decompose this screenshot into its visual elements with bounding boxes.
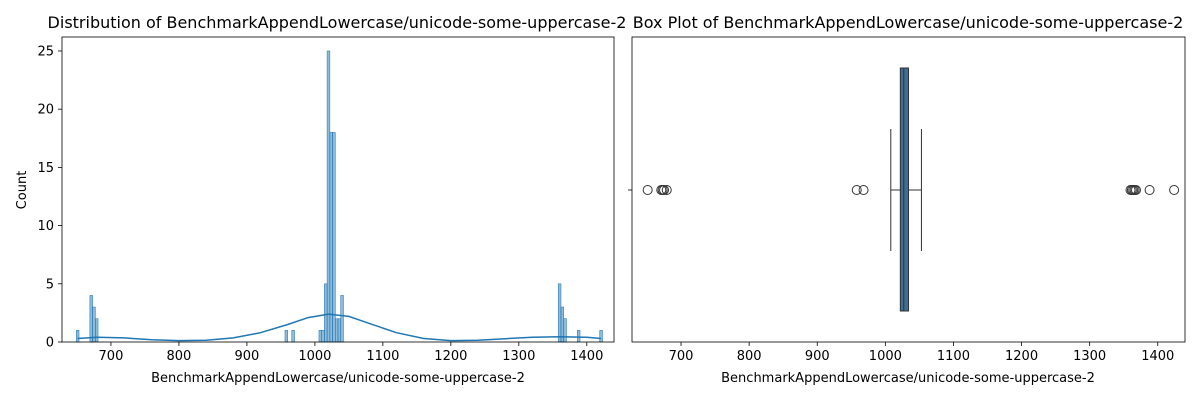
boxplot-outlier <box>642 185 653 195</box>
histogram-bars <box>75 50 603 343</box>
boxplot-outlier <box>851 185 862 195</box>
boxplot-outlier <box>661 185 672 195</box>
boxplot-outlier <box>1144 185 1155 195</box>
histogram-bar <box>326 50 331 343</box>
histogram-bar <box>329 132 333 343</box>
histogram-bar <box>284 330 288 343</box>
boxplot-x-tick-label: 900 <box>805 349 830 364</box>
boxplot-panel: Box Plot of BenchmarkAppendLowercase/uni… <box>628 13 1186 386</box>
histogram-y-tick-label: 20 <box>37 103 54 118</box>
boxplot-outlier <box>1130 185 1141 195</box>
histogram-bar <box>291 330 295 343</box>
histogram-x-tick-label: 800 <box>167 349 192 364</box>
histogram-bar <box>321 330 325 343</box>
histogram-y-tick-label: 15 <box>37 161 54 176</box>
boxplot-x-tick-label: 1400 <box>1141 349 1174 364</box>
histogram-bar <box>334 318 339 343</box>
histogram-bar <box>95 318 99 343</box>
histogram-x-tick-label: 1000 <box>298 349 331 364</box>
kde-curve <box>77 313 602 342</box>
boxplot-x-axis-label: BenchmarkAppendLowercase/unicode-some-up… <box>721 371 1095 386</box>
boxplot-x-tick-label: 800 <box>737 349 762 364</box>
histogram-y-tick-label: 0 <box>46 336 54 351</box>
histogram-x-ticks: 700 800 900 1000 1100 1200 1300 1400 <box>99 342 603 364</box>
histogram-x-axis-label: BenchmarkAppendLowercase/unicode-some-up… <box>151 371 525 386</box>
boxplot-x-tick-label: 1000 <box>869 349 902 364</box>
histogram-axes-frame <box>61 36 615 343</box>
boxplot-title: Box Plot of BenchmarkAppendLowercase/uni… <box>633 13 1184 32</box>
histogram-y-ticks: 0 5 10 15 20 25 <box>37 44 62 351</box>
histogram-bar <box>563 318 567 343</box>
histogram-bar <box>318 330 322 343</box>
boxplot-box <box>642 67 1180 312</box>
histogram-bar <box>337 318 342 343</box>
boxplot-outlier <box>858 185 869 195</box>
histogram-title: Distribution of BenchmarkAppendLowercase… <box>48 13 627 32</box>
histogram-y-tick-label: 25 <box>37 44 54 59</box>
histogram-x-tick-label: 700 <box>99 349 124 364</box>
histogram-x-tick-label: 900 <box>234 349 259 364</box>
histogram-x-tick-label: 1300 <box>502 349 535 364</box>
boxplot-x-ticks: 700 800 900 1000 1100 1200 1300 1400 <box>669 342 1174 364</box>
boxplot-x-tick-label: 700 <box>669 349 694 364</box>
histogram-bar <box>557 283 562 343</box>
histogram-bar <box>599 330 603 343</box>
histogram-bar <box>89 295 93 343</box>
histogram-bar <box>340 295 344 343</box>
boxplot-x-tick-label: 1200 <box>1005 349 1038 364</box>
histogram-bar <box>324 283 328 343</box>
histogram-bar <box>576 330 581 343</box>
boxplot-outlier <box>659 185 670 195</box>
boxplot-outlier <box>1169 185 1180 195</box>
boxplot-x-tick-label: 1300 <box>1073 349 1106 364</box>
histogram-y-axis-label: Count <box>15 171 30 210</box>
boxplot-iqr-box <box>899 67 909 312</box>
boxplot-x-tick-label: 1100 <box>937 349 970 364</box>
histogram-panel: Distribution of BenchmarkAppendLowercase… <box>15 13 626 386</box>
histogram-y-tick-label: 10 <box>37 219 54 234</box>
histogram-x-tick-label: 1400 <box>570 349 603 364</box>
histogram-y-tick-label: 5 <box>46 277 54 292</box>
histogram-bar <box>75 330 80 343</box>
histogram-x-tick-label: 1200 <box>434 349 467 364</box>
histogram-bar <box>332 132 336 343</box>
histogram-x-tick-label: 1100 <box>366 349 399 364</box>
boxplot-axes-frame <box>631 36 1186 343</box>
